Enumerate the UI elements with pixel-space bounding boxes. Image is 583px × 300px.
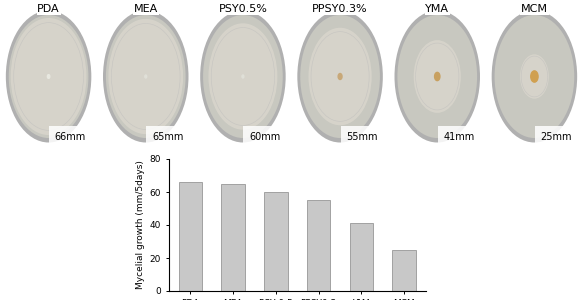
Circle shape: [108, 19, 183, 134]
FancyBboxPatch shape: [49, 126, 92, 147]
Text: MEA: MEA: [134, 4, 158, 14]
Circle shape: [145, 75, 147, 78]
Circle shape: [395, 11, 480, 142]
Text: 66mm: 66mm: [55, 131, 86, 142]
Text: 41mm: 41mm: [444, 131, 475, 142]
Circle shape: [398, 15, 477, 138]
Text: PSY0.5%: PSY0.5%: [219, 4, 268, 14]
FancyBboxPatch shape: [146, 126, 189, 147]
Circle shape: [300, 15, 380, 138]
FancyBboxPatch shape: [244, 126, 286, 147]
Text: PDA: PDA: [37, 4, 60, 14]
Circle shape: [491, 11, 577, 142]
Bar: [222, 184, 245, 291]
Circle shape: [200, 11, 286, 142]
Circle shape: [434, 72, 440, 81]
Text: MCM: MCM: [521, 4, 548, 14]
Circle shape: [297, 11, 383, 142]
Circle shape: [531, 71, 538, 82]
Circle shape: [203, 15, 283, 138]
FancyBboxPatch shape: [340, 126, 384, 147]
Bar: [307, 200, 331, 291]
Text: 60mm: 60mm: [249, 131, 280, 142]
FancyBboxPatch shape: [438, 126, 480, 147]
Circle shape: [9, 15, 89, 138]
Circle shape: [47, 75, 50, 78]
Text: YMA: YMA: [425, 4, 449, 14]
Text: PPSY0.3%: PPSY0.3%: [312, 4, 368, 14]
Circle shape: [242, 75, 244, 78]
Circle shape: [494, 15, 574, 138]
Text: 55mm: 55mm: [346, 131, 378, 142]
Bar: [350, 223, 373, 291]
Bar: [392, 250, 416, 291]
Text: 25mm: 25mm: [540, 131, 572, 142]
Circle shape: [6, 11, 92, 142]
Bar: [178, 182, 202, 291]
Circle shape: [209, 23, 278, 130]
Circle shape: [106, 15, 185, 138]
Circle shape: [10, 18, 86, 135]
Bar: [264, 192, 288, 291]
Circle shape: [103, 11, 188, 142]
Y-axis label: Mycelial growth (mm/5days): Mycelial growth (mm/5days): [136, 160, 145, 290]
Circle shape: [308, 28, 372, 125]
Text: 65mm: 65mm: [152, 131, 183, 142]
Circle shape: [414, 40, 461, 113]
Circle shape: [338, 74, 342, 80]
Circle shape: [520, 54, 549, 99]
FancyBboxPatch shape: [535, 126, 578, 147]
